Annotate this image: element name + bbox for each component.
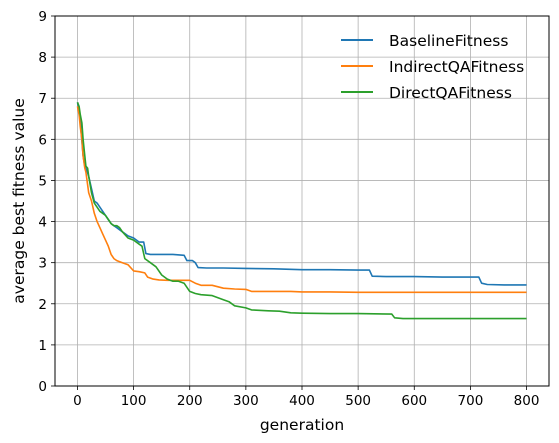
y-tick-label: 4 (38, 215, 47, 231)
legend-label: DirectQAFitness (389, 84, 512, 102)
x-tick-label: 800 (514, 393, 540, 409)
legend-label: IndirectQAFitness (389, 58, 524, 76)
x-tick-label: 700 (458, 393, 484, 409)
x-tick-label: 600 (401, 393, 427, 409)
x-tick-label: 500 (345, 393, 371, 409)
y-tick-label: 0 (38, 379, 47, 395)
y-tick-label: 5 (38, 173, 47, 189)
series-lines (76, 102, 527, 320)
series-line-directqafitness (76, 102, 527, 320)
y-axis-label: average best fitness value (10, 98, 28, 303)
x-tick-label: 300 (233, 393, 259, 409)
y-tick-label: 9 (38, 9, 47, 25)
x-tick-label: 100 (121, 393, 147, 409)
x-tick-label: 200 (177, 393, 203, 409)
y-tick-label: 6 (38, 132, 47, 148)
x-axis-label: generation (260, 416, 344, 434)
y-tick-label: 3 (38, 256, 47, 272)
grid (55, 15, 549, 387)
series-line-baselinefitness (76, 102, 527, 286)
legend-label: BaselineFitness (389, 32, 508, 50)
legend: BaselineFitness IndirectQAFitness DirectQA… (341, 32, 524, 102)
x-tick-label: 400 (289, 393, 315, 409)
series-line-indirectqafitness (76, 106, 527, 294)
y-tick-label: 8 (38, 50, 47, 66)
y-tick-label: 7 (38, 91, 47, 107)
y-tick-label: 2 (38, 297, 47, 313)
axis-ticks: 0 100 200 300 400 500 600 700 800 0 1 2 3 4 5 6 7 8 9 (38, 9, 539, 409)
x-tick-label: 0 (73, 393, 82, 409)
y-tick-label: 1 (38, 338, 47, 354)
